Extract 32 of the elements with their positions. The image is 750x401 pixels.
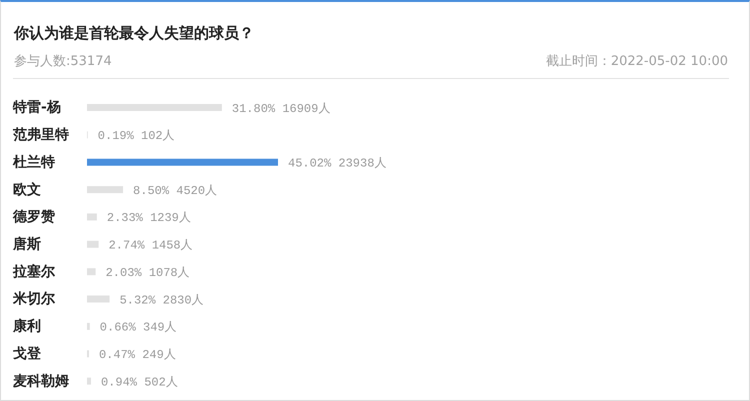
data-label: 0.94% 502人 <box>100 375 178 390</box>
data-label: 2.03% 1078人 <box>106 266 190 280</box>
y-tick-label: 戈登 <box>13 346 42 362</box>
text: 截止时间：2022-05-02 10:00 <box>546 53 728 70</box>
bar <box>87 104 222 111</box>
data-label: 2.33% 1239人 <box>106 211 191 226</box>
chart-subtitle: 参与人数:53174 <box>14 53 112 70</box>
y-tick-label: 德罗赞 <box>12 209 55 226</box>
y-tick-label: 拉塞尔 <box>12 262 56 280</box>
bar <box>87 158 278 166</box>
data-label: 45.02% 23938人 <box>288 156 386 170</box>
data-label: 0.47% 249人 <box>98 348 176 362</box>
y-tick-label: 唐斯 <box>12 236 41 252</box>
y-tick-label: 康利 <box>12 318 41 335</box>
y-tick-label: 麦科勒姆 <box>12 373 69 390</box>
bar <box>87 186 124 194</box>
y-tick-label: 米切尔 <box>12 291 56 308</box>
y-tick-label: 欧文 <box>13 180 41 198</box>
data-label: 2.74% 1458人 <box>108 238 193 253</box>
data-label: 8.50% 4520人 <box>133 184 218 198</box>
data-label: 0.19% 102人 <box>98 129 175 144</box>
bar <box>87 240 99 248</box>
chart-title: 你认为谁是首轮最令人失望的球员？ <box>14 24 254 43</box>
bar <box>87 268 96 276</box>
bar <box>87 296 110 303</box>
y-tick-label: 杜兰特 <box>12 153 55 170</box>
data-label: 0.66% 349人 <box>100 320 177 335</box>
y-tick-label: 范弗里特 <box>12 127 69 144</box>
y-tick-label: 特雷-杨 <box>12 100 61 116</box>
bar <box>87 213 97 220</box>
data-label: 5.32% 2830人 <box>120 293 204 308</box>
data-label: 31.80% 16909人 <box>232 102 330 116</box>
